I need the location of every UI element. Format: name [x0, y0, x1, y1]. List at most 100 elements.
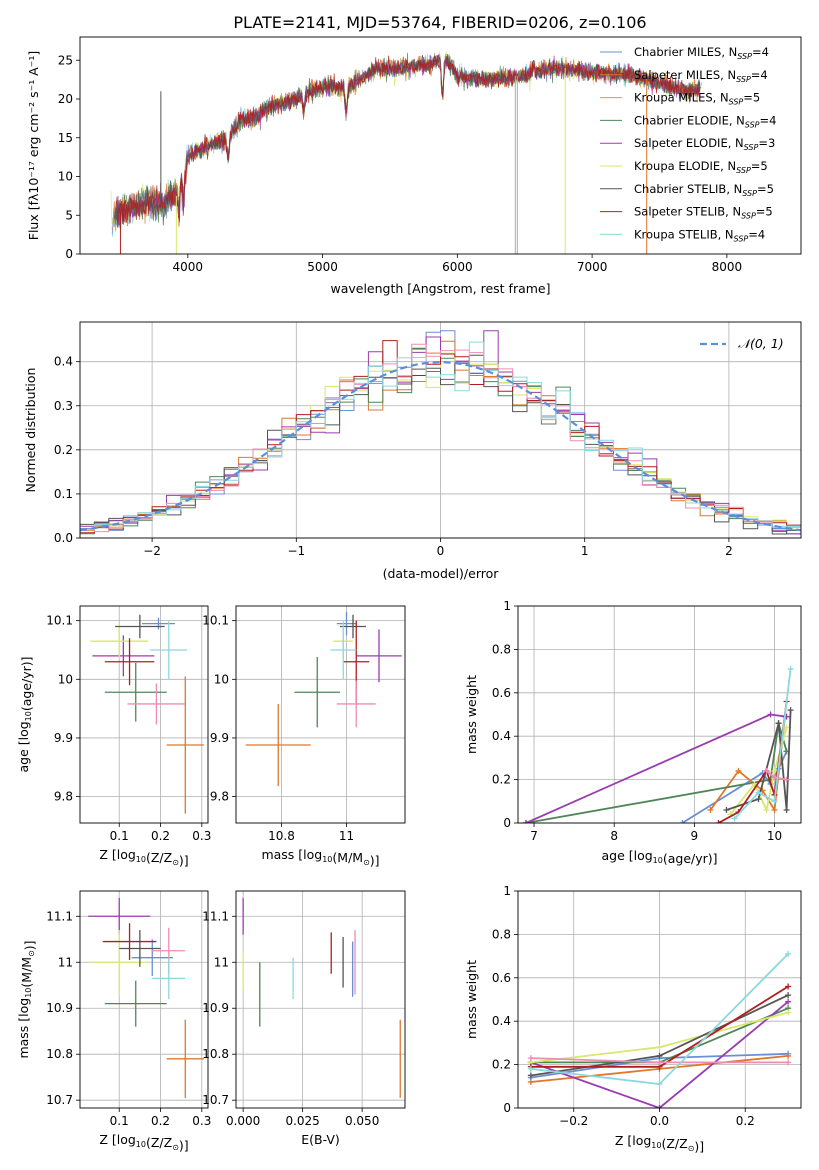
- y-tick-label: 0: [503, 816, 511, 830]
- x-tick-label: 0.2: [736, 1114, 755, 1128]
- y-axis-label: mass weight: [464, 675, 479, 754]
- x-tick-label: 5000: [307, 260, 338, 274]
- data-point: [735, 767, 742, 774]
- grid: [80, 606, 208, 823]
- data-point: [785, 1059, 792, 1066]
- x-tick-label: 0.3: [192, 1114, 211, 1128]
- data-point: [767, 711, 774, 718]
- y-tick-label: 11: [58, 955, 73, 969]
- spectrum-line: [113, 54, 701, 226]
- y-tick-label: 0.1: [54, 487, 73, 501]
- y-tick-label: 11.1: [202, 909, 229, 923]
- y-tick-label: 10.9: [46, 1001, 73, 1015]
- plot-area: [523, 665, 794, 823]
- plot-area: [80, 330, 801, 538]
- y-tick-label: 10.9: [202, 1001, 229, 1015]
- data-point: [656, 1081, 663, 1088]
- data-point: [715, 820, 722, 823]
- data-point: [723, 806, 730, 813]
- y-tick-label: 10.8: [46, 1047, 73, 1061]
- y-tick-label: 5: [65, 208, 73, 222]
- x-tick-label: 8000: [712, 260, 743, 274]
- data-point: [707, 806, 714, 813]
- y-axis-label: age [log10(age/yr)]: [16, 656, 34, 772]
- x-tick-label: 4000: [173, 260, 204, 274]
- y-tick-label: 20: [58, 92, 73, 106]
- x-tick-label: 9: [691, 829, 699, 843]
- y-tick-label: 0.8: [492, 927, 511, 941]
- x-tick-label: 6000: [442, 260, 473, 274]
- x-tick-label: 8: [610, 829, 618, 843]
- grid: [236, 606, 405, 823]
- panel-mass_vs_EBV: 0.000 0.025 0.050 10.7 10.8 10.9 11 11.1 E(B-V): [202, 890, 406, 1147]
- plot-area: [88, 897, 204, 1098]
- y-tick-label: 0: [503, 1101, 511, 1115]
- data-point: [785, 983, 792, 990]
- axes-frame: [79, 36, 802, 255]
- y-tick-label: 9.9: [54, 731, 73, 745]
- series-line: [525, 713, 787, 823]
- x-tick-label: 0.2: [151, 1114, 170, 1128]
- legend-label: 𝒩(0, 1): [738, 336, 784, 351]
- plot-area: [110, 51, 702, 254]
- data-point: [783, 724, 790, 731]
- x-tick-label: −1: [287, 544, 305, 558]
- y-tick-label: 10: [58, 672, 73, 686]
- y-tick-label: 10.7: [202, 1093, 229, 1107]
- grid: [236, 891, 405, 1108]
- figure-title: PLATE=2141, MJD=53764, FIBERID=0206, z=0…: [233, 13, 646, 32]
- grid: [518, 890, 801, 1109]
- data-point: [785, 1052, 792, 1059]
- axes-frame: [79, 321, 802, 539]
- x-axis-label: Z [log10(Z/Z⊙)]: [615, 1133, 704, 1154]
- plot-area: [245, 611, 402, 787]
- x-tick-label: 2: [725, 544, 733, 558]
- y-tick-label: 9.8: [54, 790, 73, 804]
- y-tick-label: 10.8: [202, 1047, 229, 1061]
- data-point: [656, 1052, 663, 1059]
- data-point: [656, 1105, 663, 1108]
- spectrum-line: [114, 53, 701, 225]
- x-tick-label: 0.050: [345, 1114, 379, 1128]
- data-point: [527, 1055, 534, 1062]
- legend-label: Chabrier ELODIE, NSSP=4: [634, 113, 776, 129]
- data-point: [785, 1009, 792, 1016]
- x-tick-label: 0.1: [110, 1114, 129, 1128]
- data-point: [755, 796, 762, 803]
- x-tick-label: 7000: [577, 260, 608, 274]
- legend-label: Kroupa STELIB, NSSP=4: [634, 227, 765, 243]
- x-tick-label: 0.025: [285, 1114, 319, 1128]
- series-line: [733, 668, 792, 820]
- data-point: [785, 992, 792, 999]
- data-point: [656, 1044, 663, 1051]
- series-line: [709, 716, 786, 813]
- y-tick-label: 15: [58, 131, 73, 145]
- x-tick-label: −0.2: [559, 1114, 588, 1128]
- x-axis-label: mass [log10(M/M⊙)]: [261, 847, 379, 868]
- y-tick-label: 0.3: [54, 399, 73, 413]
- y-tick-label: 1: [503, 599, 511, 613]
- y-tick-label: 0.6: [492, 971, 511, 985]
- y-tick-label: 0.2: [492, 773, 511, 787]
- x-axis-label: (data-model)/error: [383, 566, 500, 581]
- x-axis-label: E(B-V): [301, 1132, 340, 1147]
- legend: Chabrier MILES, NSSP=4 Salpeter MILES, NS…: [600, 45, 776, 243]
- x-tick-label: 0.3: [192, 829, 211, 843]
- data-point: [763, 806, 770, 813]
- normal-curve: [80, 360, 801, 532]
- axes-frame: [517, 890, 802, 1109]
- data-point: [783, 776, 790, 783]
- series-line: [525, 722, 788, 823]
- panel-residuals: −2 −1 0 1 2 0.0 0.1 0.2 0.3 0.4 (data-model)/error…: [23, 321, 802, 581]
- y-tick-label: 10: [214, 672, 229, 686]
- axes-frame: [517, 605, 802, 824]
- series-line: [530, 1001, 789, 1108]
- panel-age_vs_mass: 10.8 11 9.8 9.9 10 10.1 mass [log10(M/M⊙)]: [202, 605, 406, 868]
- y-tick-label: 0.0: [54, 531, 73, 545]
- data-point: [771, 806, 778, 813]
- y-tick-label: 0.4: [492, 1014, 511, 1028]
- data-point: [783, 806, 790, 813]
- panel-age_vs_Z: 0.1 0.2 0.3 9.8 9.9 10 10.1 Z [log10(Z/Z⊙)] age …: [16, 605, 211, 868]
- data-point: [679, 820, 686, 823]
